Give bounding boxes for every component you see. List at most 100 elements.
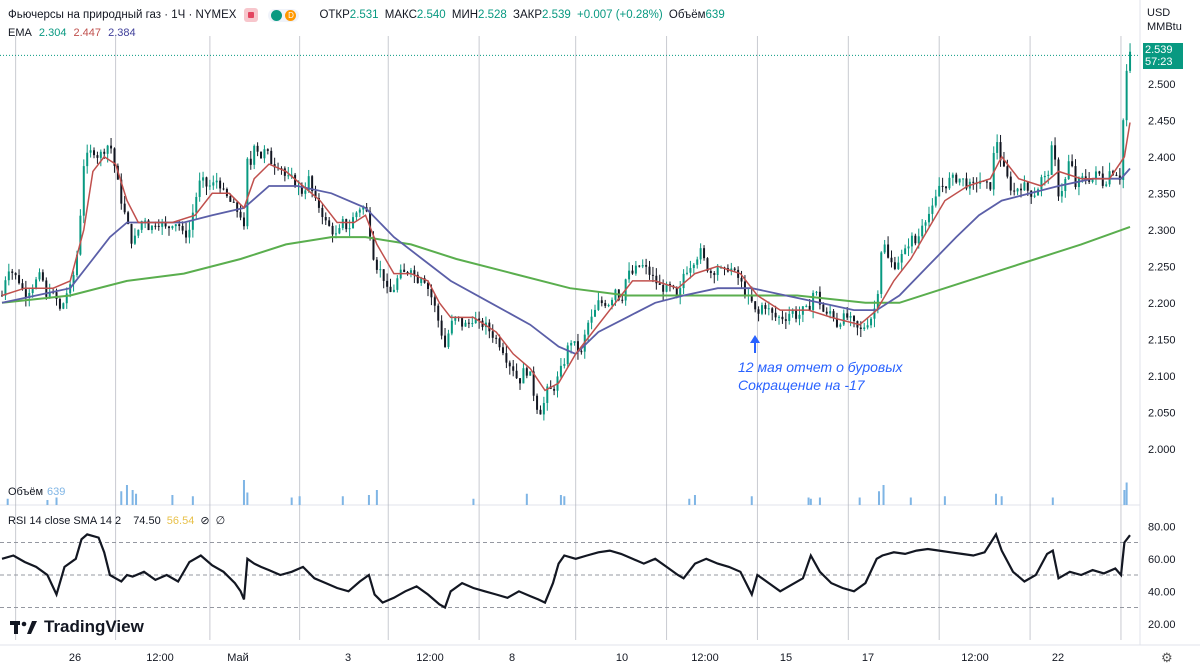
candle-body bbox=[1023, 182, 1026, 191]
candle-body bbox=[927, 213, 930, 223]
candle-body bbox=[536, 395, 539, 410]
candle-body bbox=[35, 279, 38, 289]
tradingview-logo-icon bbox=[10, 621, 37, 634]
candle-body bbox=[416, 274, 419, 284]
candle-body bbox=[18, 275, 21, 284]
candle-body bbox=[870, 318, 873, 326]
candle-body bbox=[815, 291, 818, 293]
candle-body bbox=[737, 269, 740, 278]
candle-body bbox=[907, 246, 910, 249]
currency-unit[interactable]: USD MMBtu bbox=[1147, 6, 1182, 34]
candle-body bbox=[454, 316, 457, 321]
rsi-value: 74.50 bbox=[133, 515, 161, 527]
price-tick-label: 2.400 bbox=[1148, 152, 1176, 164]
candle-body bbox=[1125, 70, 1128, 121]
tradingview-logo[interactable]: TradingView bbox=[10, 617, 144, 637]
candle-body bbox=[137, 229, 140, 236]
candle-body bbox=[529, 371, 532, 376]
candle-body bbox=[958, 178, 961, 183]
volume-pane-label: Объём bbox=[8, 486, 44, 498]
candle-body bbox=[866, 325, 869, 328]
candle-body bbox=[317, 198, 320, 208]
candle-body bbox=[955, 174, 958, 183]
candle-body bbox=[396, 278, 399, 290]
candle-body bbox=[110, 145, 113, 149]
candle-body bbox=[876, 293, 879, 309]
candle-body bbox=[1033, 195, 1036, 197]
volume-bar bbox=[55, 497, 58, 505]
x-tick-label: 12:00 bbox=[416, 652, 444, 664]
volume-bar bbox=[246, 492, 249, 505]
candle-body bbox=[805, 305, 808, 307]
settings-gear-icon[interactable]: ⚙ bbox=[1161, 650, 1173, 665]
candle-body bbox=[1013, 190, 1016, 192]
price-tick-label: 2.200 bbox=[1148, 298, 1176, 310]
candle-body bbox=[253, 145, 256, 165]
candle-body bbox=[842, 313, 845, 325]
candle-body bbox=[1067, 161, 1070, 180]
candle-body bbox=[355, 212, 358, 218]
candle-body bbox=[941, 185, 944, 187]
candle-body bbox=[392, 289, 395, 292]
volume-bar bbox=[290, 497, 293, 505]
candle-body bbox=[1071, 161, 1074, 167]
candle-body bbox=[427, 282, 429, 289]
candle-body bbox=[266, 149, 269, 151]
candle-body bbox=[501, 347, 504, 354]
candle-body bbox=[123, 203, 126, 213]
candle-body bbox=[79, 215, 82, 255]
candle-body bbox=[808, 305, 811, 310]
candle-body bbox=[311, 176, 314, 192]
candle-body bbox=[972, 181, 975, 183]
candle-body bbox=[604, 303, 607, 306]
price-tick-label: 2.300 bbox=[1148, 225, 1176, 237]
volume-bar bbox=[1000, 496, 1003, 505]
candle-body bbox=[24, 289, 27, 298]
candle-body bbox=[321, 207, 324, 218]
candle-body bbox=[631, 270, 634, 274]
market-status[interactable]: D bbox=[268, 8, 300, 22]
candle-body bbox=[580, 351, 583, 353]
candle-body bbox=[651, 274, 654, 276]
rsi-legend[interactable]: RSI 14 close SMA 14 2 74.50 56.54 ⊘ ∅ bbox=[8, 514, 228, 527]
candle-body bbox=[539, 409, 542, 415]
candle-body bbox=[423, 278, 426, 283]
candle-body bbox=[338, 228, 341, 234]
candle-body bbox=[621, 299, 624, 301]
symbol-title[interactable]: Фьючерсы на природный газ · 1Ч · NYMEX bbox=[8, 9, 237, 21]
candle-body bbox=[82, 166, 85, 216]
candle-body bbox=[474, 318, 477, 324]
volume-legend[interactable]: Объём 639 bbox=[8, 486, 65, 498]
candle-body bbox=[181, 225, 184, 231]
ema-legend[interactable]: EMA 2.304 2.447 2.384 bbox=[8, 27, 140, 39]
candle-body bbox=[99, 151, 102, 158]
candle-body bbox=[106, 145, 109, 154]
candle-body bbox=[406, 272, 409, 274]
candle-body bbox=[542, 402, 545, 415]
candle-body bbox=[863, 327, 866, 329]
candle-body bbox=[645, 265, 648, 267]
x-tick-label: 10 bbox=[616, 652, 628, 664]
hide-icon[interactable]: ⊘ bbox=[200, 515, 210, 527]
ema-lines bbox=[1, 122, 1131, 392]
rsi-tick-label: 20.00 bbox=[1148, 619, 1176, 631]
candle-body bbox=[1009, 176, 1012, 191]
price-tick-label: 2.250 bbox=[1148, 261, 1176, 273]
ema-mid-line bbox=[1, 167, 1131, 355]
candle-body bbox=[28, 292, 31, 298]
change-value: +0.007 (+0.28%) bbox=[577, 9, 663, 21]
volume-bar bbox=[693, 495, 696, 505]
candle-body bbox=[675, 287, 678, 298]
volume-pane-value: 639 bbox=[47, 486, 66, 498]
rsi-sma-value: 56.54 bbox=[166, 515, 195, 527]
volume-bar bbox=[750, 496, 753, 505]
candle-body bbox=[703, 248, 706, 259]
candle-body bbox=[914, 235, 917, 244]
rsi-line bbox=[1, 531, 1131, 610]
volume-bar bbox=[1123, 490, 1126, 505]
candle-body bbox=[1122, 120, 1125, 180]
flag-icon[interactable] bbox=[244, 8, 259, 22]
candle-body bbox=[962, 178, 965, 180]
candle-body bbox=[771, 308, 774, 313]
candle-body bbox=[1094, 171, 1097, 179]
